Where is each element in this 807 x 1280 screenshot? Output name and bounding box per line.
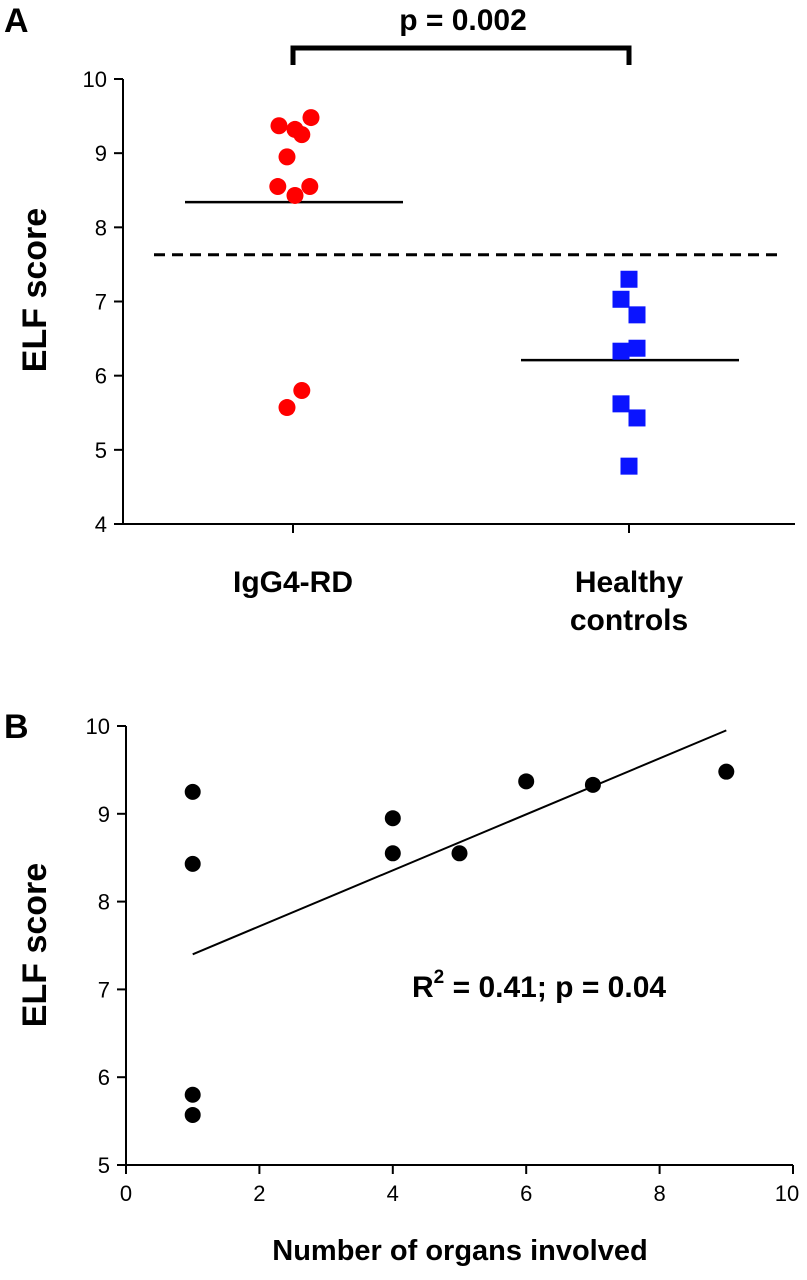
panel-b-annotation-superscript: 2	[434, 967, 445, 988]
panel-a: A ELF score p = 0.002 4 5 6 7 8 9 10 IgG4-RD Hea…	[4, 2, 795, 637]
panel-a-point-healthy-control	[628, 306, 646, 324]
panel-a-point-healthy-control	[620, 457, 638, 475]
panel-a-point-igg4rd	[278, 399, 296, 417]
panel-b-y-tick-label: 5	[98, 1153, 110, 1178]
panel-b-point	[184, 1106, 201, 1123]
panel-b-y-tick-label: 8	[98, 890, 110, 915]
panel-a-letter: A	[4, 2, 29, 40]
panel-b-point	[384, 810, 401, 827]
panel-b-letter: B	[4, 708, 29, 746]
panel-a-category-label: controls	[570, 604, 688, 637]
panel-a-point-igg4rd	[293, 126, 311, 144]
panel-b-x-tick-label: 10	[775, 1181, 799, 1206]
panel-a-point-igg4rd	[278, 148, 296, 166]
panel-b-regression-line	[192, 729, 727, 956]
panel-a-y-tick-label: 8	[95, 215, 107, 240]
panel-a-point-healthy-control	[612, 395, 630, 413]
panel-b-x-tick-label: 2	[253, 1181, 265, 1206]
panel-a-point-healthy-control	[628, 339, 646, 357]
panel-a-significance-bracket	[290, 45, 632, 65]
panel-b-point	[451, 845, 468, 862]
panel-b-x-tick-label: 4	[387, 1181, 399, 1206]
panel-b-point	[184, 855, 201, 872]
panel-b-x-tick-label: 8	[653, 1181, 665, 1206]
panel-a-point-igg4rd	[270, 117, 288, 135]
panel-a-point-igg4rd	[302, 109, 320, 127]
panel-b-fit-annotation: R2 = 0.41; p = 0.04	[412, 967, 666, 1004]
panel-a-y-tick-label: 9	[95, 141, 107, 166]
panel-b-x-tick-label: 6	[520, 1181, 532, 1206]
panel-b-y-tick-label: 9	[98, 802, 110, 827]
panel-b-y-tick-label: 10	[86, 714, 110, 739]
panel-b-y-axis-label: ELF score	[16, 863, 54, 1027]
panel-b-point	[518, 773, 535, 790]
panel-a-point-igg4rd	[269, 178, 287, 196]
panel-a-y-tick-label: 10	[83, 67, 107, 92]
panel-a-point-igg4rd	[301, 178, 319, 196]
panel-b-annotation-rest: = 0.41; p = 0.04	[444, 971, 666, 1004]
panel-b-annotation-r: R	[412, 971, 434, 1004]
panel-a-y-tick-label: 5	[95, 438, 107, 463]
panel-a-category-label: Healthy	[575, 566, 684, 599]
panel-a-y-tick-label: 7	[95, 290, 107, 315]
panel-a-point-igg4rd	[293, 382, 311, 399]
panel-b-point	[184, 1086, 201, 1103]
panel-a-point-healthy-control	[620, 270, 638, 288]
panel-a-point-healthy-control	[612, 290, 630, 308]
panel-b-point	[184, 783, 201, 800]
panel-a-point-healthy-control	[628, 409, 646, 427]
panel-a-p-value-annotation: p = 0.002	[399, 4, 527, 37]
panel-b-point	[584, 776, 601, 793]
panel-b-x-axis-label: Number of organs involved	[272, 1235, 647, 1267]
panel-b-y-tick-label: 6	[98, 1065, 110, 1090]
panel-a-point-healthy-control	[612, 342, 630, 360]
panel-b-point	[384, 845, 401, 862]
panel-a-y-tick-label: 6	[95, 364, 107, 389]
panel-b-point	[718, 763, 735, 780]
panel-b-x-tick-label: 0	[120, 1181, 132, 1206]
panel-b: B ELF score Number of organs involved R2…	[4, 708, 799, 1267]
panel-a-point-igg4rd	[286, 186, 304, 204]
panel-a-category-label: IgG4-RD	[233, 566, 353, 599]
panel-a-y-tick-label: 4	[95, 512, 107, 537]
panel-a-y-axis-label: ELF score	[16, 208, 54, 372]
panel-b-y-tick-label: 7	[98, 977, 110, 1002]
